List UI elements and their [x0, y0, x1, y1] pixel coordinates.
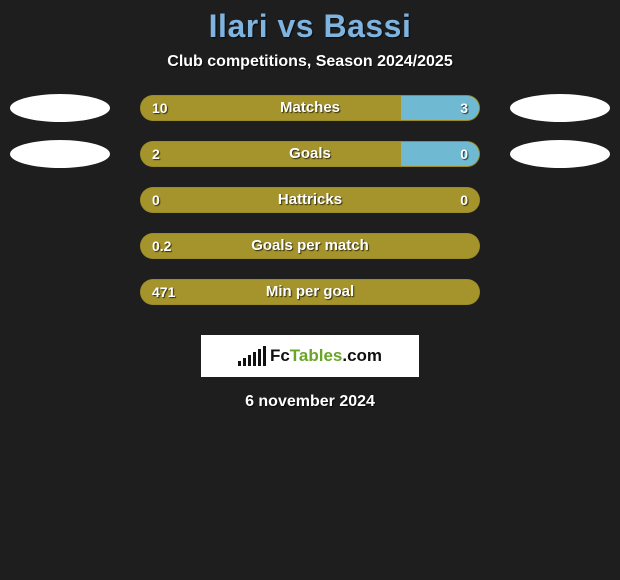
player2-badge	[510, 140, 610, 168]
stat-row: Matches103	[0, 95, 620, 141]
page-title: Ilari vs Bassi	[0, 0, 620, 45]
fctables-logo[interactable]: FcTables.com	[201, 335, 419, 377]
stat-row: Hattricks00	[0, 187, 620, 233]
stat-bar-player2	[401, 96, 479, 120]
logo-part1: Fc	[270, 346, 290, 365]
stat-bar-player1	[141, 188, 479, 212]
stat-bar	[140, 187, 480, 213]
stat-bar-player1	[141, 280, 479, 304]
stat-row: Goals per match0.2	[0, 233, 620, 279]
comparison-infographic: Ilari vs Bassi Club competitions, Season…	[0, 0, 620, 580]
stat-row: Goals20	[0, 141, 620, 187]
stat-bar	[140, 279, 480, 305]
player2-badge	[510, 94, 610, 122]
logo-bars-icon	[238, 346, 266, 366]
stat-row: Min per goal471	[0, 279, 620, 325]
logo-part2: Tables	[290, 346, 343, 365]
footer-date: 6 november 2024	[0, 393, 620, 411]
stats-area: Matches103Goals20Hattricks00Goals per ma…	[0, 95, 620, 325]
stat-bar	[140, 233, 480, 259]
page-subtitle: Club competitions, Season 2024/2025	[0, 53, 620, 71]
logo-part3: .com	[342, 346, 382, 365]
player1-badge	[10, 94, 110, 122]
stat-bar	[140, 141, 480, 167]
stat-bar-player1	[141, 142, 401, 166]
logo-text: FcTables.com	[270, 346, 382, 366]
stat-bar-player1	[141, 234, 479, 258]
stat-bar-player1	[141, 96, 401, 120]
player1-badge	[10, 140, 110, 168]
stat-bar	[140, 95, 480, 121]
stat-bar-player2	[401, 142, 479, 166]
